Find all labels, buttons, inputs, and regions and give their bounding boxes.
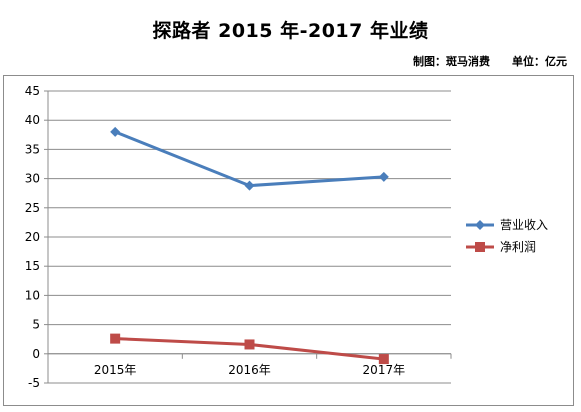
x-tick-label: 2017年: [363, 363, 406, 377]
data-point-marker: [378, 171, 389, 182]
legend-marker: [475, 242, 485, 252]
y-tick-label: 40: [25, 113, 40, 127]
data-point-marker: [378, 354, 389, 365]
x-tick-label: 2016年: [228, 363, 271, 377]
y-tick-label: 35: [25, 142, 40, 156]
y-tick-label: 10: [25, 288, 40, 302]
chart-credits: 制图：斑马消费 单位：亿元: [413, 53, 567, 69]
chart-frame: [3, 75, 574, 406]
data-point-marker: [244, 339, 255, 350]
data-point-marker: [110, 126, 121, 137]
y-tick-label: 30: [25, 172, 40, 186]
y-tick-label: 5: [32, 318, 40, 332]
x-tick-label: 2015年: [94, 363, 137, 377]
y-tick-label: 20: [25, 230, 40, 244]
series-line: [114, 130, 384, 188]
credit-text: 制图：斑马消费: [413, 55, 490, 68]
data-point-marker: [110, 333, 121, 344]
chart-title: 探路者 2015 年-2017 年业绩: [152, 20, 429, 42]
data-point-marker: [244, 180, 255, 191]
y-tick-label: -5: [28, 376, 40, 390]
legend-label: 净利润: [500, 240, 536, 254]
y-tick-label: 0: [32, 347, 40, 361]
unit-text: 单位：亿元: [512, 55, 567, 68]
y-tick-label: 15: [25, 259, 40, 273]
legend-marker: [475, 220, 485, 230]
y-tick-label: 45: [25, 84, 40, 98]
y-tick-label: 25: [25, 201, 40, 215]
legend-label: 营业收入: [500, 218, 548, 232]
